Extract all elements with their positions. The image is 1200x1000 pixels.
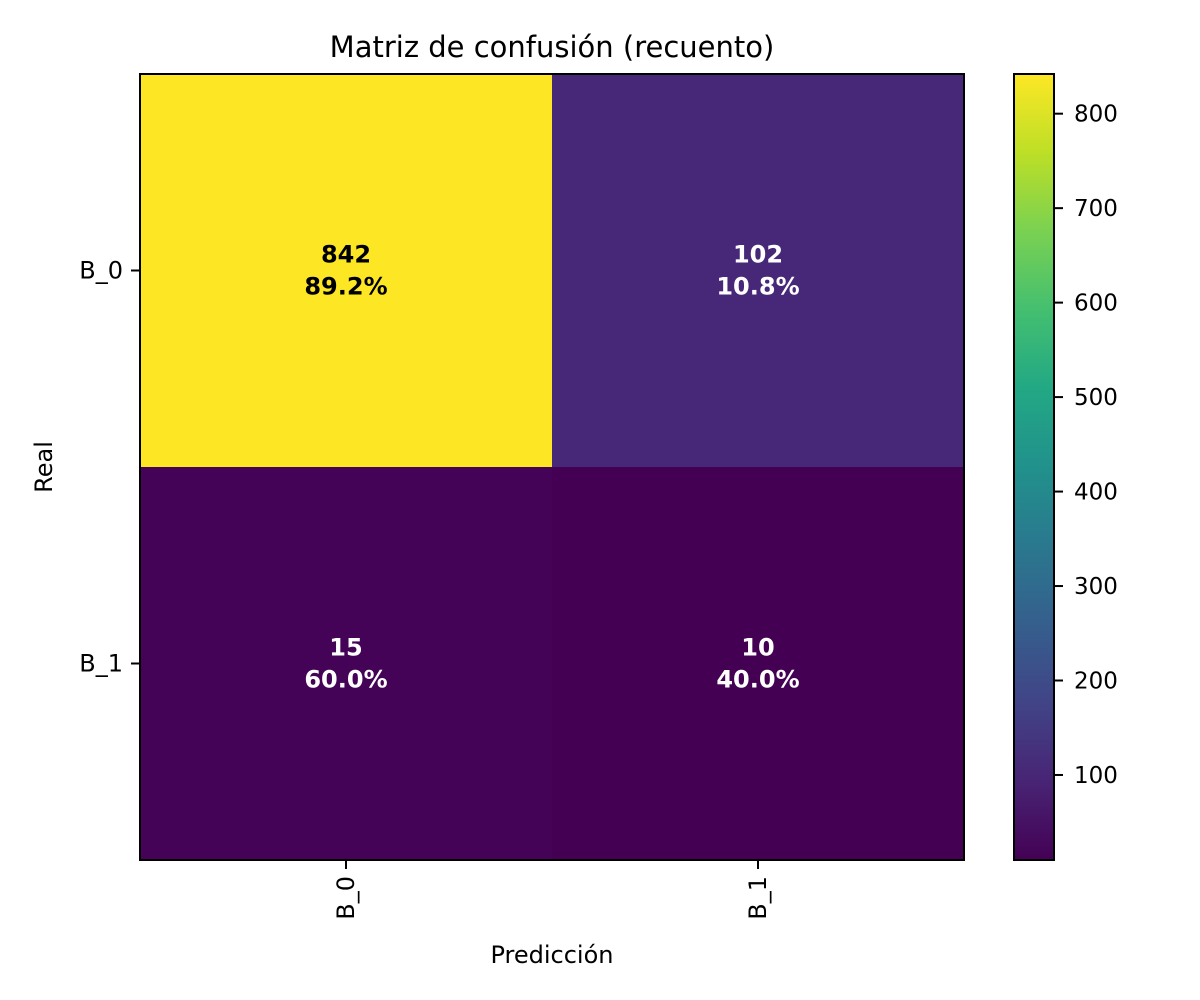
colorbar-tick-label: 400 [1074,480,1118,506]
colorbar-tick-label: 200 [1074,669,1118,695]
cell-percent-label: 60.0% [304,666,387,694]
chart-title: Matriz de confusión (recuento) [330,30,775,64]
heatmap-cell-1-1 [552,467,964,860]
colorbar-tick-label: 100 [1074,763,1118,789]
y-axis-label: Real [30,441,58,493]
heatmap-cells [140,74,964,860]
heatmap-cell-1-0 [140,467,552,860]
x-tick-label: B_0 [332,876,360,920]
x-axis-ticks: B_0 B_1 [332,860,772,920]
colorbar [1013,73,1055,861]
cell-count-label: 15 [329,634,362,662]
plot-frame [139,73,965,861]
x-tick-label: B_1 [744,876,772,920]
cell-count-label: 102 [733,241,783,269]
y-axis-ticks: B_0 B_1 [79,257,140,678]
heatmap-cell-0-0 [140,74,552,467]
colorbar-tick-label: 300 [1074,574,1118,600]
colorbar-tick-label: 700 [1074,196,1118,222]
colorbar-tick-label: 800 [1074,102,1118,128]
x-axis-label: Predicción [490,941,613,969]
cell-count-label: 10 [741,634,774,662]
cell-percent-label: 89.2% [304,273,387,301]
heatmap-cell-0-1 [552,74,964,467]
heatmap-cell-labels: 842 89.2% 102 10.8% 15 60.0% 10 40.0% [304,241,799,694]
cell-count-label: 842 [321,241,371,269]
y-tick-label: B_1 [79,650,123,678]
colorbar-ticks: 100 200 300 400 500 600 700 800 [1054,102,1118,789]
y-tick-label: B_0 [79,257,123,285]
cell-percent-label: 10.8% [716,273,799,301]
cell-percent-label: 40.0% [716,666,799,694]
colorbar-tick-label: 500 [1074,385,1118,411]
colorbar-tick-label: 600 [1074,291,1118,317]
